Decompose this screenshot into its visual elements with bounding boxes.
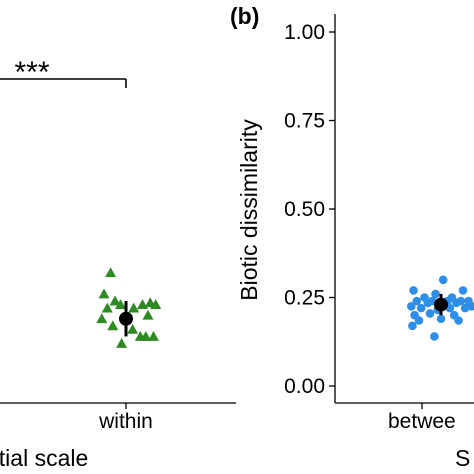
- panel-b-mean-point: [434, 297, 448, 312]
- panel-b-y-tick-label: 0.50: [284, 198, 325, 221]
- panel-a-triangle-point: [96, 313, 108, 324]
- panel-a-triangle-point: [107, 320, 119, 331]
- panel-a-triangle-point: [142, 309, 154, 320]
- panel-b-circle-point: [436, 314, 446, 324]
- panel-a-triangle-point: [127, 323, 139, 334]
- panel-b-x-tick-label: betwee: [388, 410, 456, 433]
- panel-b-circle-point: [425, 309, 435, 318]
- panel-b-y-tick-label: 0.00: [284, 375, 325, 398]
- panel-a-triangle-point: [137, 299, 148, 309]
- panel-a-triangle-point: [101, 302, 113, 313]
- panel-a-mean-point: [119, 311, 133, 326]
- panel-b-circle-point: [414, 316, 424, 325]
- panel-b-circle-point: [454, 316, 463, 325]
- panel-a-triangle-point: [105, 267, 117, 278]
- panel-b-circle-point: [438, 275, 448, 285]
- panel-a-triangle-point: [128, 302, 140, 313]
- panel-b-circle-point: [430, 332, 439, 341]
- panel-b-x-axis-title: S: [455, 445, 470, 471]
- panel-a-triangle-point: [150, 299, 162, 309]
- panel-b-y-tick-label: 1.00: [284, 21, 325, 44]
- significance-stars: ***: [14, 56, 49, 89]
- panel-a-triangle-point: [109, 295, 121, 306]
- panel-a-summary: [119, 301, 133, 337]
- panel-b-y-ticks: 0.00 0.25 0.50 0.75 1.00: [284, 21, 335, 398]
- panel-a-points: [96, 267, 162, 348]
- panel-b-circle-point: [431, 289, 440, 299]
- panel-b-summary: [434, 293, 448, 316]
- panel-b-y-axis-title: Biotic dissimilarity: [236, 119, 262, 301]
- panel-b-circle-point: [460, 303, 470, 313]
- panel-a: within atial scale ***: [0, 56, 236, 471]
- panel-a-x-axis-title: atial scale: [0, 445, 88, 471]
- panel-b-circle-point: [409, 286, 418, 295]
- panel-a-x-tick-label: within: [98, 410, 153, 433]
- panel-b-circle-point: [412, 296, 422, 306]
- panel-b-circle-point: [456, 296, 466, 306]
- panel-b: (b) Biotic dissimilarity 0.00 0.25 0.50 0.7…: [230, 3, 474, 471]
- panel-a-triangle-point: [148, 330, 159, 341]
- panel-b-circle-point: [458, 286, 468, 295]
- panel-a-triangle-point: [116, 338, 128, 348]
- panel-a-triangle-point: [140, 330, 152, 341]
- panel-b-circle-point: [416, 303, 426, 313]
- panel-b-circle-point: [467, 302, 474, 311]
- panel-a-triangle-point: [98, 288, 110, 299]
- panel-b-circle-point: [407, 302, 416, 311]
- panel-b-y-tick-label: 0.25: [284, 287, 325, 310]
- panel-b-y-tick-label: 0.75: [284, 110, 325, 133]
- panel-b-circle-point: [408, 321, 417, 331]
- panel-a-triangle-point: [115, 299, 126, 309]
- panel-b-label: (b): [230, 3, 259, 29]
